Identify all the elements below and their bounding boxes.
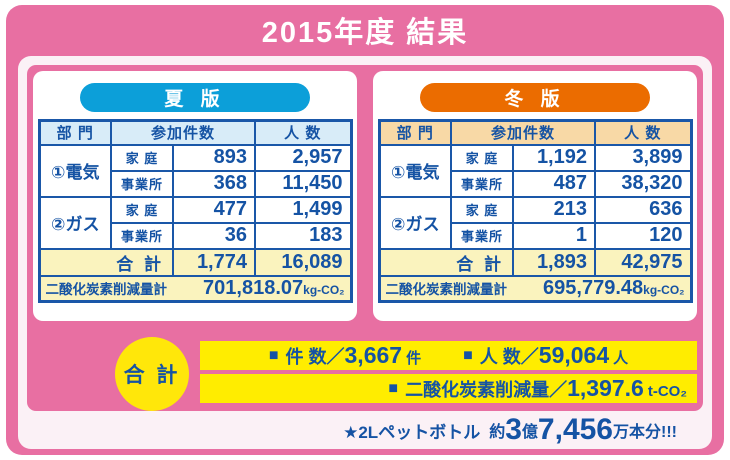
table-row: 事業所 1 120 bbox=[379, 221, 692, 250]
summer-header-people: 人 数 bbox=[254, 119, 352, 146]
winter-gas-home-label: 家 庭 bbox=[450, 195, 514, 224]
winter-electric-office-label: 事業所 bbox=[450, 169, 514, 198]
summer-co2-row: 二酸化炭素削減量計 701,818.07kg-CO₂ bbox=[38, 274, 352, 302]
square-bullet-icon: ■ bbox=[463, 346, 473, 364]
summer-pill-label: 夏 版 bbox=[80, 83, 310, 112]
footnote-hundred-millions-unit: 億 bbox=[521, 424, 538, 441]
footnote-hundred-millions: 3 bbox=[505, 413, 522, 446]
summer-electric-office-label: 事業所 bbox=[110, 169, 174, 198]
winter-electric-home-count: 1,192 bbox=[512, 143, 596, 172]
summary-co2-bar: ■ 二酸化炭素削減量／ 1,397.6 t-CO₂ bbox=[200, 374, 697, 403]
summer-co2-unit: kg-CO₂ bbox=[303, 282, 345, 297]
summary-co2-unit: t-CO₂ bbox=[647, 383, 687, 400]
summer-gas-home-people: 1,499 bbox=[254, 195, 352, 224]
summary-people-label: 人 数／ bbox=[479, 347, 539, 367]
summer-gas-office-count: 36 bbox=[172, 221, 256, 250]
summer-header-count: 参加件数 bbox=[110, 119, 256, 146]
winter-total-people: 42,975 bbox=[594, 247, 692, 277]
summer-gas-office-label: 事業所 bbox=[110, 221, 174, 250]
summer-co2-value: 701,818.07 bbox=[203, 276, 304, 299]
winter-table: 部 門 参加件数 人 数 ①電気 家 庭 1,192 3,899 事業所 487… bbox=[377, 119, 693, 303]
winter-gas-office-label: 事業所 bbox=[450, 221, 514, 250]
summary-co2-item: ■ 二酸化炭素削減量／ 1,397.6 t-CO₂ bbox=[388, 375, 687, 402]
table-row: 事業所 487 38,320 bbox=[379, 169, 692, 198]
summer-panel: 夏 版 部 門 参加件数 人 数 ①電気 家 庭 893 2,957 事業所 3… bbox=[33, 71, 357, 321]
summary-cases-unit: 件 bbox=[406, 350, 422, 367]
winter-pill-label: 冬 版 bbox=[420, 83, 650, 112]
winter-co2-value: 695,779.48 bbox=[543, 276, 644, 299]
winter-header-people: 人 数 bbox=[594, 119, 692, 146]
summer-category-electric: ①電気 bbox=[38, 143, 112, 198]
summer-total-label: 合 計 bbox=[38, 247, 174, 277]
table-row: ②ガス 家 庭 213 636 bbox=[378, 195, 692, 250]
footnote-prefix: ★2Lペットボトル bbox=[343, 422, 481, 442]
footnote-approx: 約 bbox=[489, 424, 506, 441]
summary-co2-label: 二酸化炭素削減量／ bbox=[405, 380, 568, 400]
grand-total-badge: 合 計 bbox=[115, 337, 189, 411]
square-bullet-icon: ■ bbox=[268, 346, 279, 364]
winter-total-label: 合 計 bbox=[378, 247, 514, 277]
summer-electric-home-label: 家 庭 bbox=[110, 143, 174, 172]
winter-co2-label: 二酸化炭素削減量計 bbox=[385, 281, 508, 297]
pet-bottle-footnote: ★2Lペットボトル 約 3 億 7,456 万本分!!! bbox=[27, 411, 703, 449]
summer-co2-label: 二酸化炭素削減量計 bbox=[45, 281, 168, 297]
winter-co2-unit: kg-CO₂ bbox=[643, 282, 685, 297]
summer-electric-home-count: 893 bbox=[172, 143, 256, 172]
winter-co2-row: 二酸化炭素削減量計 695,779.48kg-CO₂ bbox=[378, 274, 692, 302]
winter-header-count: 参加件数 bbox=[450, 119, 596, 146]
summary-people-item: ■ 人 数／ 59,064 人 bbox=[463, 342, 628, 369]
summer-electric-home-people: 2,957 bbox=[254, 143, 352, 172]
winter-total-count: 1,893 bbox=[512, 247, 596, 277]
winter-gas-home-people: 636 bbox=[594, 195, 692, 224]
table-row: 事業所 36 183 bbox=[39, 221, 352, 250]
summer-total-count: 1,774 bbox=[172, 247, 256, 277]
summary-cases-label: 件 数／ bbox=[285, 347, 345, 367]
summer-table: 部 門 参加件数 人 数 ①電気 家 庭 893 2,957 事業所 368 1… bbox=[37, 119, 353, 303]
summary-cases-value: 3,667 bbox=[344, 342, 403, 368]
winter-electric-office-count: 487 bbox=[512, 169, 596, 198]
table-row: ①電気 家 庭 1,192 3,899 bbox=[378, 143, 692, 198]
winter-total-row: 合 計 1,893 42,975 bbox=[378, 247, 692, 277]
summer-electric-office-people: 11,450 bbox=[254, 169, 352, 198]
summary-co2-value: 1,397.6 bbox=[567, 375, 644, 401]
table-row: ②ガス 家 庭 477 1,499 bbox=[38, 195, 352, 250]
winter-category-electric: ①電気 bbox=[378, 143, 452, 198]
winter-header-dept: 部 門 bbox=[378, 119, 452, 146]
winter-gas-office-count: 1 bbox=[512, 221, 596, 250]
winter-electric-home-people: 3,899 bbox=[594, 143, 692, 172]
summary-cases-item: ■ 件 数／ 3,667 件 bbox=[269, 342, 421, 369]
winter-electric-home-label: 家 庭 bbox=[450, 143, 514, 172]
summer-gas-home-label: 家 庭 bbox=[110, 195, 174, 224]
table-row: ①電気 家 庭 893 2,957 bbox=[38, 143, 352, 198]
square-bullet-icon: ■ bbox=[388, 379, 399, 397]
winter-category-gas: ②ガス bbox=[378, 195, 452, 250]
summary-people-value: 59,064 bbox=[538, 342, 610, 368]
winter-gas-office-people: 120 bbox=[594, 221, 692, 250]
summer-electric-office-count: 368 bbox=[172, 169, 256, 198]
summer-total-people: 16,089 bbox=[254, 247, 352, 277]
winter-panel: 冬 版 部 門 参加件数 人 数 ①電気 家 庭 1,192 3,899 事業所… bbox=[373, 71, 697, 321]
winter-gas-home-count: 213 bbox=[512, 195, 596, 224]
summary-people-unit: 人 bbox=[613, 350, 629, 367]
footnote-suffix: 万本分!!! bbox=[613, 424, 677, 441]
winter-electric-office-people: 38,320 bbox=[594, 169, 692, 198]
page-title: 2015年度 結果 bbox=[261, 17, 469, 49]
summer-category-gas: ②ガス bbox=[38, 195, 112, 250]
summary-counts-bar: ■ 件 数／ 3,667 件 ■ 人 数／ 59,064 人 bbox=[200, 341, 697, 370]
summer-gas-office-people: 183 bbox=[254, 221, 352, 250]
table-row: 事業所 368 11,450 bbox=[39, 169, 352, 198]
summer-gas-home-count: 477 bbox=[172, 195, 256, 224]
summer-header-dept: 部 門 bbox=[38, 119, 112, 146]
summer-total-row: 合 計 1,774 16,089 bbox=[38, 247, 352, 277]
footnote-ten-thousands: 7,456 bbox=[537, 413, 613, 446]
